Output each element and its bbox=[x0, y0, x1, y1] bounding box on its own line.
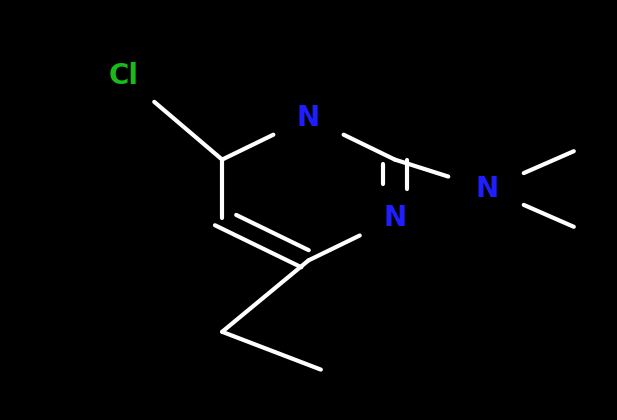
Text: N: N bbox=[476, 175, 499, 203]
Text: Cl: Cl bbox=[109, 62, 138, 89]
Text: N: N bbox=[297, 104, 320, 131]
Text: N: N bbox=[383, 205, 407, 232]
